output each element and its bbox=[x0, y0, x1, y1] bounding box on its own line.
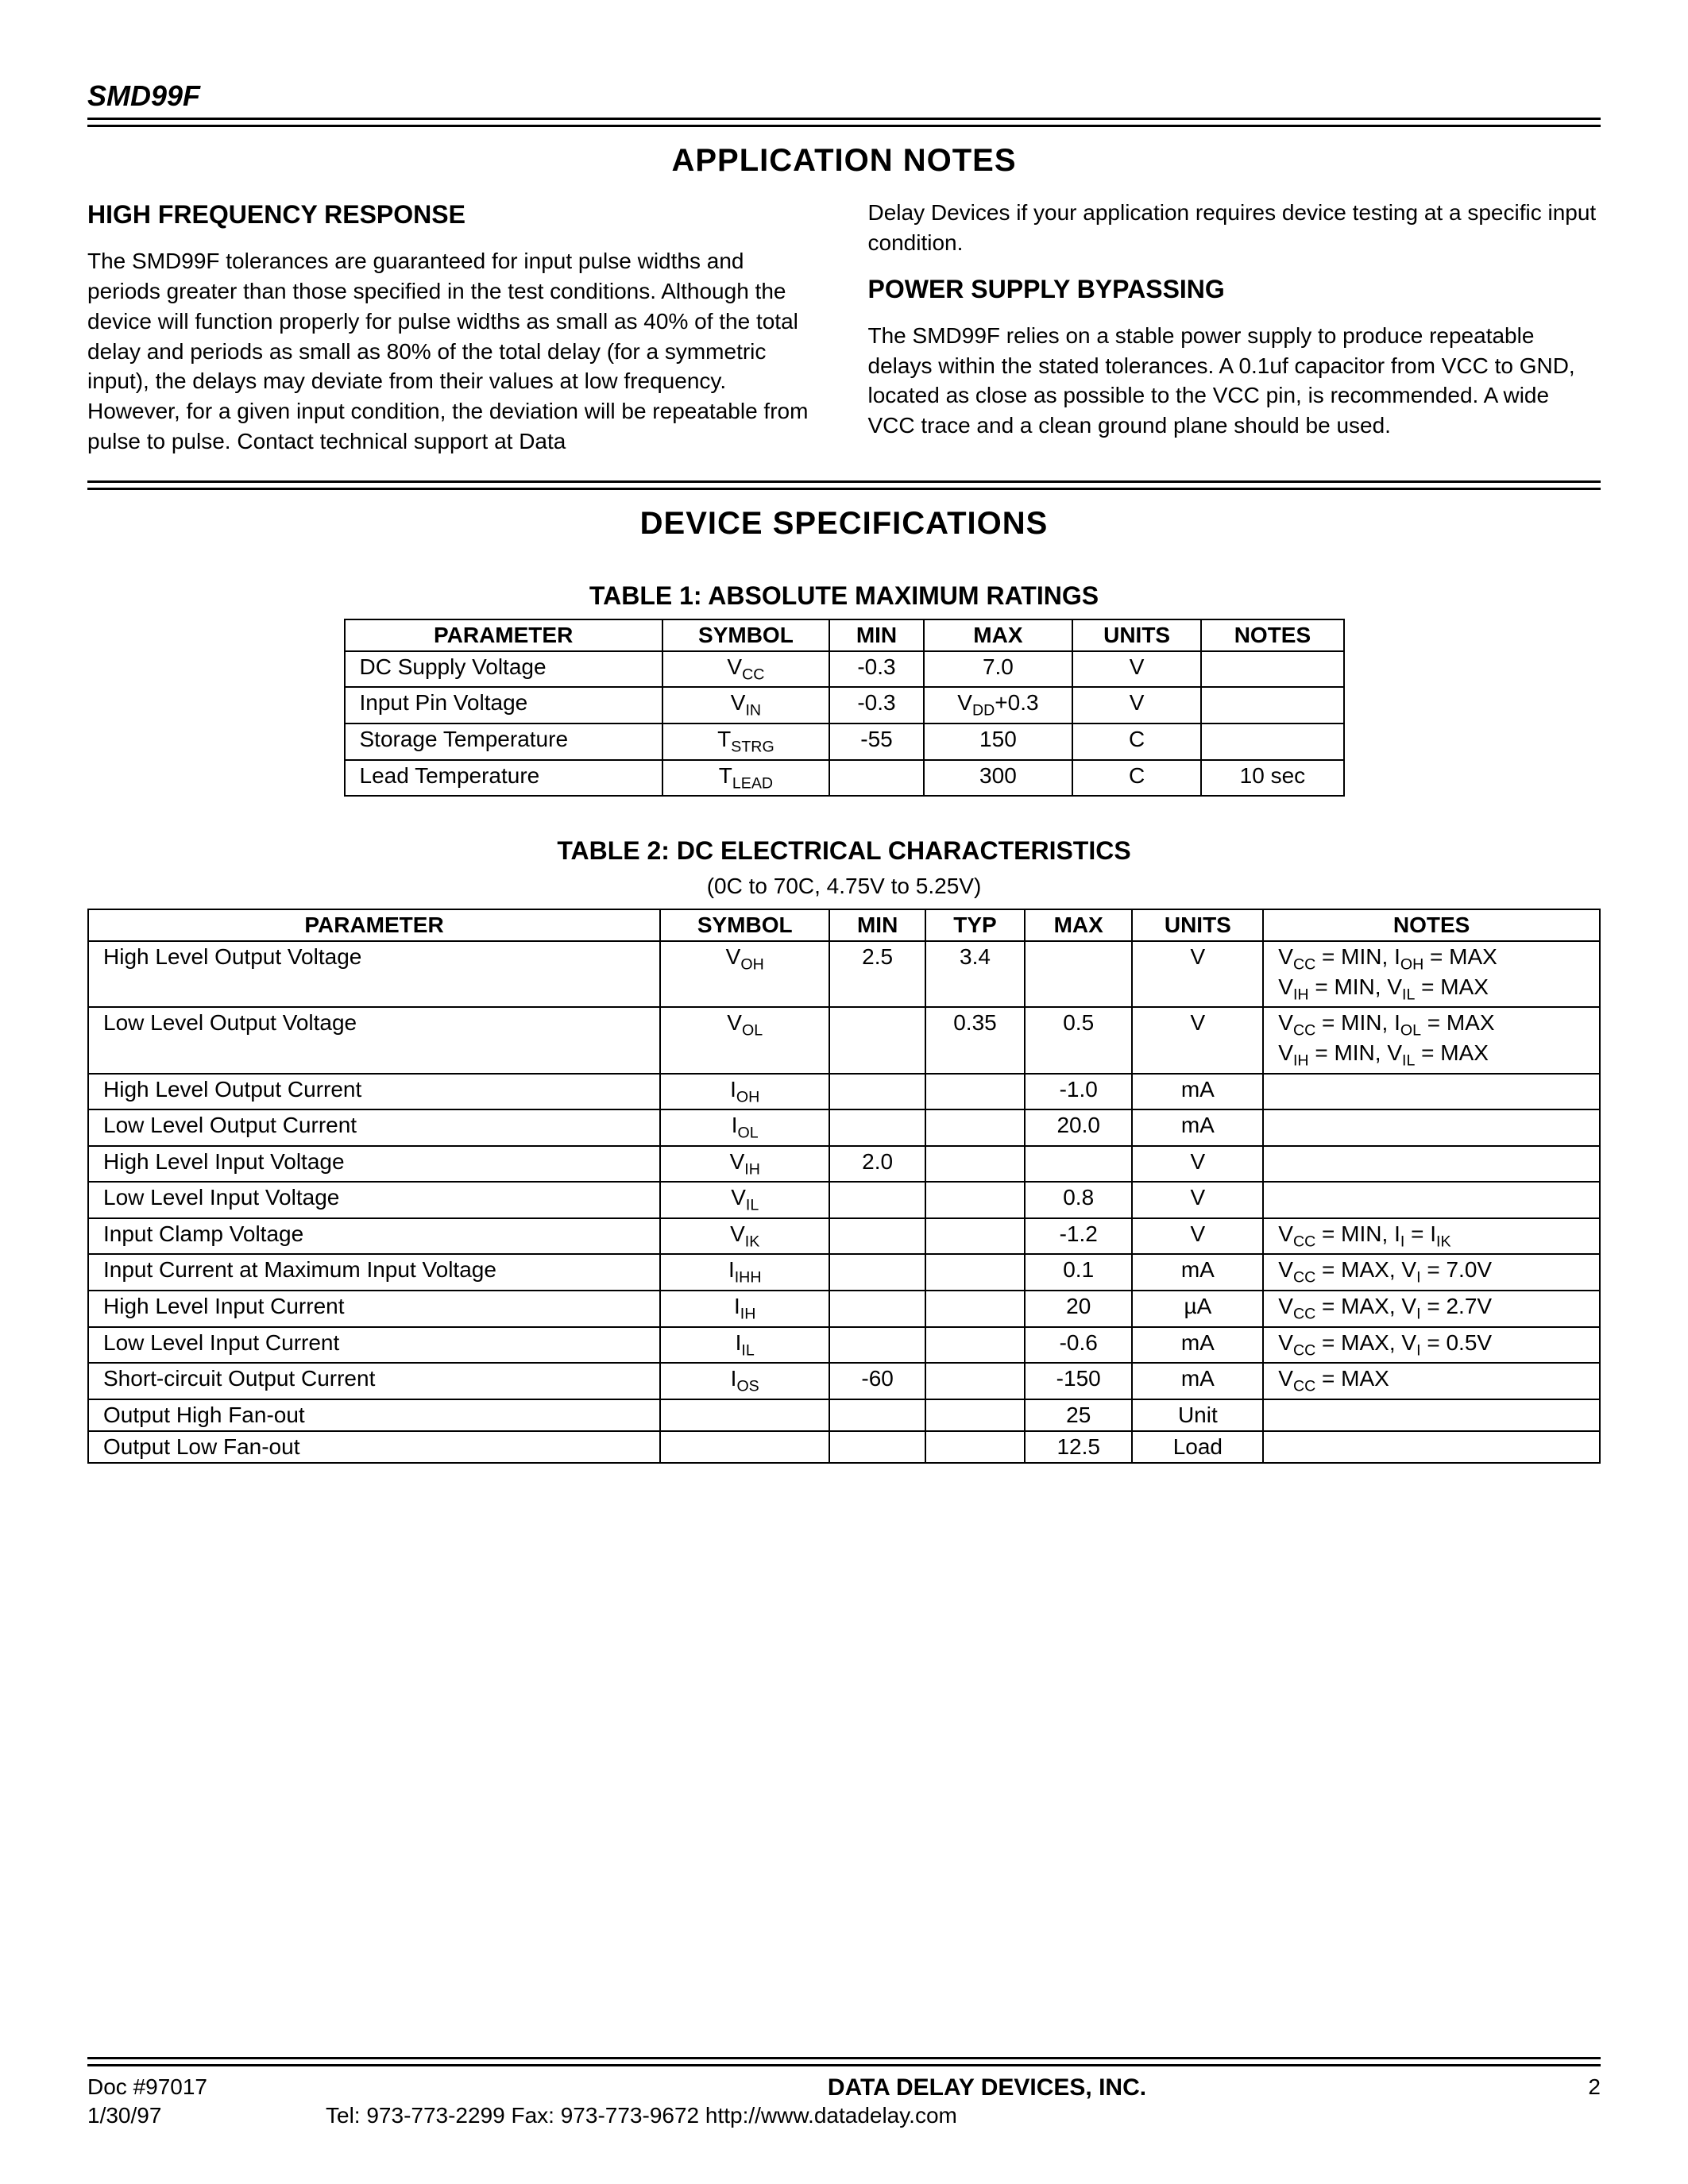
table-header: MAX bbox=[1025, 909, 1132, 941]
table-header: MAX bbox=[924, 619, 1072, 651]
table-header: PARAMETER bbox=[88, 909, 660, 941]
table-row: Input Current at Maximum Input VoltageII… bbox=[88, 1254, 1600, 1291]
header-rule bbox=[87, 118, 1601, 127]
table-row: Lead TemperatureTLEAD300C10 sec bbox=[345, 760, 1344, 797]
table-header: SYMBOL bbox=[662, 619, 829, 651]
table-row: High Level Output CurrentIOH-1.0mA bbox=[88, 1074, 1600, 1110]
table-row: High Level Input VoltageVIH2.0V bbox=[88, 1146, 1600, 1183]
table-header: MIN bbox=[829, 909, 925, 941]
table-header: SYMBOL bbox=[660, 909, 829, 941]
footer-rule bbox=[87, 2057, 1601, 2066]
left-column: HIGH FREQUENCY RESPONSE The SMD99F toler… bbox=[87, 198, 821, 457]
hf-response-cont: Delay Devices if your application requir… bbox=[868, 198, 1601, 258]
footer-contact: Tel: 973-773-2299 Fax: 973-773-9672 http… bbox=[310, 2103, 1601, 2128]
footer-company: DATA DELAY DEVICES, INC. bbox=[421, 2074, 1553, 2101]
part-number: SMD99F bbox=[87, 79, 1601, 113]
hf-response-heading: HIGH FREQUENCY RESPONSE bbox=[87, 198, 821, 232]
right-column: Delay Devices if your application requir… bbox=[868, 198, 1601, 457]
table-row: Input Clamp VoltageVIK-1.2VVCC = MIN, II… bbox=[88, 1218, 1600, 1255]
table-row: Storage TemperatureTSTRG-55150C bbox=[345, 723, 1344, 760]
table1: PARAMETERSYMBOLMINMAXUNITSNOTES DC Suppl… bbox=[344, 619, 1345, 797]
app-notes-title: APPLICATION NOTES bbox=[87, 143, 1601, 179]
table-header: NOTES bbox=[1263, 909, 1600, 941]
table2-title: TABLE 2: DC ELECTRICAL CHARACTERISTICS bbox=[87, 836, 1601, 866]
table-row: Short-circuit Output CurrentIOS-60-150mA… bbox=[88, 1363, 1600, 1399]
table-header: TYP bbox=[925, 909, 1025, 941]
table-row: DC Supply VoltageVCC-0.37.0V bbox=[345, 651, 1344, 688]
footer-doc: Doc #97017 bbox=[87, 2074, 421, 2101]
footer-page: 2 bbox=[1553, 2074, 1601, 2101]
table-header: UNITS bbox=[1132, 909, 1263, 941]
footer: Doc #97017 DATA DELAY DEVICES, INC. 2 1/… bbox=[87, 2057, 1601, 2128]
table-row: Low Level Output VoltageVOL0.350.5VVCC =… bbox=[88, 1007, 1600, 1073]
table-header: NOTES bbox=[1201, 619, 1343, 651]
table-header: UNITS bbox=[1072, 619, 1202, 651]
power-bypass-heading: POWER SUPPLY BYPASSING bbox=[868, 272, 1601, 307]
hf-response-text: The SMD99F tolerances are guaranteed for… bbox=[87, 246, 821, 457]
table-row: Output High Fan-out25Unit bbox=[88, 1399, 1600, 1431]
app-notes-columns: HIGH FREQUENCY RESPONSE The SMD99F toler… bbox=[87, 198, 1601, 457]
table1-title: TABLE 1: ABSOLUTE MAXIMUM RATINGS bbox=[87, 581, 1601, 611]
table-row: High Level Output VoltageVOH2.53.4VVCC =… bbox=[88, 941, 1600, 1007]
table-row: Low Level Output CurrentIOL20.0mA bbox=[88, 1109, 1600, 1146]
table2: PARAMETERSYMBOLMINTYPMAXUNITSNOTES High … bbox=[87, 909, 1601, 1464]
device-spec-title: DEVICE SPECIFICATIONS bbox=[87, 506, 1601, 542]
table-row: Output Low Fan-out12.5Load bbox=[88, 1431, 1600, 1463]
table2-subtitle: (0C to 70C, 4.75V to 5.25V) bbox=[87, 874, 1601, 899]
table-row: Low Level Input CurrentIIL-0.6mAVCC = MA… bbox=[88, 1327, 1600, 1364]
power-bypass-text: The SMD99F relies on a stable power supp… bbox=[868, 321, 1601, 441]
table-header: MIN bbox=[829, 619, 924, 651]
table-row: Input Pin VoltageVIN-0.3VDD+0.3V bbox=[345, 687, 1344, 723]
table-row: High Level Input CurrentIIH20µAVCC = MAX… bbox=[88, 1291, 1600, 1327]
table-row: Low Level Input VoltageVIL0.8V bbox=[88, 1182, 1600, 1218]
footer-date: 1/30/97 bbox=[87, 2103, 310, 2128]
mid-rule bbox=[87, 480, 1601, 490]
table-header: PARAMETER bbox=[345, 619, 662, 651]
